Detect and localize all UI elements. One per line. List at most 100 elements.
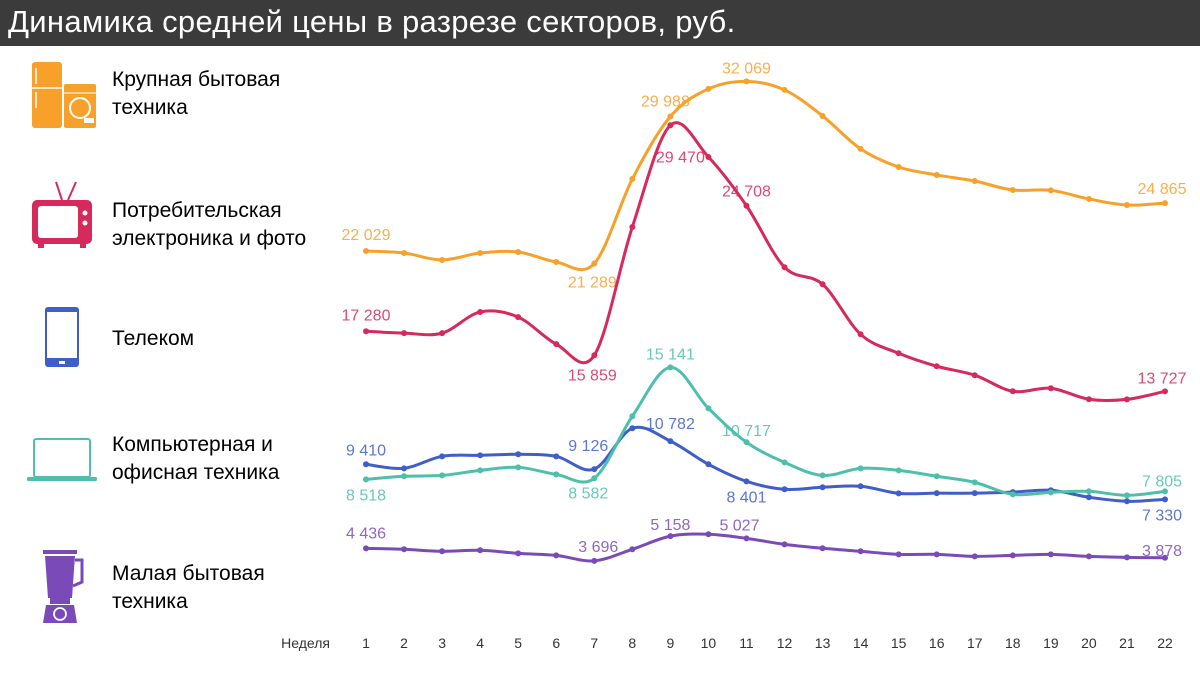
data-point <box>971 372 978 379</box>
data-point <box>439 453 446 460</box>
x-tick-label: 20 <box>1081 635 1097 651</box>
legend-item-computers: Компьютерная и офисная техника <box>0 433 340 515</box>
series-2: 17 280 15 859 29 470 24 708 13 727 <box>342 121 1187 403</box>
data-point <box>743 478 750 485</box>
legend-item-consumer-electronics: Потребительская электроника и фото <box>0 180 340 260</box>
data-point <box>1047 385 1054 392</box>
data-point <box>1123 554 1130 561</box>
x-tick-label: 8 <box>628 635 636 651</box>
data-point <box>629 175 636 182</box>
data-point <box>857 331 864 338</box>
data-point <box>895 490 902 497</box>
data-point <box>515 550 522 557</box>
data-point <box>553 258 560 265</box>
data-point <box>629 413 636 420</box>
series-1: 22 029 21 289 29 988 32 069 24 865 <box>342 60 1187 291</box>
x-tick-label: 4 <box>476 635 484 651</box>
data-label: 15 859 <box>568 367 617 384</box>
data-point <box>857 145 864 152</box>
x-tick-label: 9 <box>666 635 674 651</box>
series-line <box>365 121 1166 402</box>
x-axis-title: Неделя <box>281 635 330 651</box>
data-point <box>667 533 674 540</box>
data-point <box>781 541 788 548</box>
x-tick-label: 2 <box>400 635 408 651</box>
data-point <box>971 490 978 497</box>
data-point <box>667 438 674 445</box>
series-line <box>365 532 1166 563</box>
data-label: 10 782 <box>646 416 695 433</box>
data-point <box>1047 489 1054 496</box>
series-3: 9 410 9 126 10 782 8 401 7 330 <box>346 416 1182 524</box>
data-point <box>705 85 712 92</box>
x-tick-label: 15 <box>891 635 907 651</box>
data-point <box>629 546 636 553</box>
data-point <box>401 250 408 257</box>
data-point <box>781 264 788 271</box>
tv-icon <box>32 181 92 248</box>
x-tick-label: 17 <box>967 635 983 651</box>
data-label: 21 289 <box>568 275 617 292</box>
data-point <box>439 330 446 337</box>
data-point <box>477 467 484 474</box>
data-label: 5 027 <box>719 517 759 534</box>
data-label: 29 988 <box>641 94 690 111</box>
x-tick-label: 19 <box>1043 635 1059 651</box>
x-tick-label: 5 <box>514 635 522 651</box>
data-label: 9 410 <box>346 442 386 459</box>
data-point <box>895 551 902 558</box>
data-point <box>705 405 712 412</box>
page-title: Динамика средней цены в разрезе секторов… <box>8 4 736 39</box>
x-tick-label: 16 <box>929 635 945 651</box>
data-point <box>1047 551 1054 558</box>
x-tick-label: 1 <box>362 635 370 651</box>
data-point <box>1047 187 1054 194</box>
x-tick-label: 18 <box>1005 635 1021 651</box>
x-tick-label: 22 <box>1157 635 1173 651</box>
data-label: 15 141 <box>646 346 695 363</box>
data-point <box>1123 498 1130 505</box>
data-point <box>1162 496 1168 503</box>
data-point <box>667 364 674 371</box>
smartphone-icon <box>45 307 79 367</box>
data-point <box>401 473 408 480</box>
data-point <box>1162 200 1168 207</box>
data-point <box>1162 554 1168 561</box>
data-point <box>781 86 788 93</box>
data-point <box>971 553 978 560</box>
data-point <box>1123 492 1130 499</box>
data-point <box>1085 553 1092 560</box>
series-4: 8 518 8 582 15 141 10 717 7 805 <box>346 346 1182 504</box>
data-point <box>1009 552 1016 559</box>
data-point <box>743 78 750 85</box>
data-point <box>1123 202 1130 209</box>
data-point <box>781 486 788 493</box>
x-tick-label: 6 <box>552 635 560 651</box>
data-point <box>629 425 636 432</box>
data-point <box>515 464 522 471</box>
data-point <box>477 309 484 316</box>
data-label: 9 126 <box>568 438 608 455</box>
data-point <box>439 256 446 263</box>
data-point <box>819 281 826 288</box>
data-point <box>743 535 750 542</box>
data-point <box>933 551 940 558</box>
data-point <box>591 260 598 267</box>
data-point <box>553 453 560 460</box>
fridge-washer-icon <box>32 62 96 128</box>
data-label: 22 029 <box>342 227 391 244</box>
x-tick-label: 3 <box>438 635 446 651</box>
data-point <box>895 164 902 170</box>
data-point <box>933 171 940 178</box>
data-point <box>363 248 369 255</box>
legend-label: Потребительская электроника и фото <box>112 199 307 250</box>
data-point <box>591 557 598 564</box>
data-point <box>667 122 674 129</box>
data-point <box>553 471 560 478</box>
data-point <box>1085 488 1092 495</box>
data-label: 24 865 <box>1138 181 1187 198</box>
x-tick-label: 11 <box>739 635 754 651</box>
data-point <box>933 363 940 370</box>
data-label: 13 727 <box>1138 370 1187 387</box>
